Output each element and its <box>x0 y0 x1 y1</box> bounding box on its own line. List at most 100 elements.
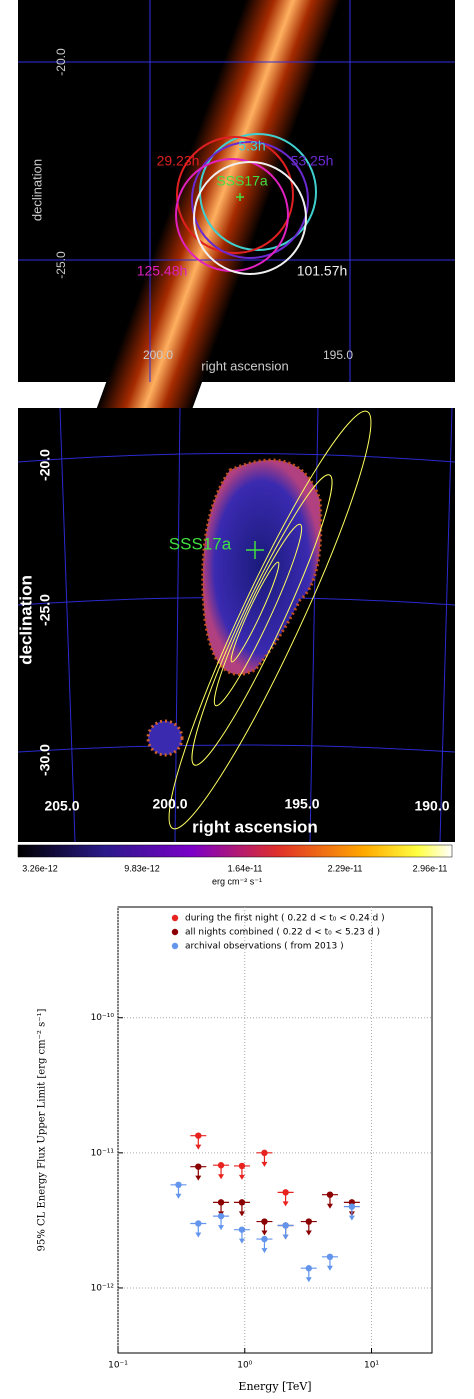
arrow-head <box>238 1174 245 1180</box>
point <box>217 1212 225 1220</box>
point <box>261 1149 268 1157</box>
pointing-circle <box>191 141 309 259</box>
point <box>348 1203 356 1210</box>
upper-limit-marker <box>213 1212 230 1231</box>
point <box>305 1218 312 1225</box>
ra-label: right ascension <box>201 358 288 373</box>
colorbar-tick-label: 3.26e-12 <box>22 863 58 873</box>
ra-tick-label: 205.0 <box>44 798 79 814</box>
upper-limit-marker <box>300 1265 317 1283</box>
legend-label: archival observations ( from 2013 ) <box>185 942 344 952</box>
upper-limit-marker <box>256 1149 273 1167</box>
legend-marker <box>171 928 179 936</box>
point <box>282 1189 289 1196</box>
point <box>305 1265 312 1272</box>
source-label: SSS17a <box>216 173 268 189</box>
point <box>326 1191 334 1198</box>
dec-tick-label: -25.0 <box>37 594 53 626</box>
point <box>195 1132 202 1139</box>
x-axis-label: Energy [TeV] <box>238 1380 311 1393</box>
y-tick-label: 10⁻¹⁰ <box>91 1013 115 1023</box>
sky-map-1: -20.0 -25.0 declination 200.0 195.0 righ… <box>18 0 455 454</box>
colorbar-tick-label: 1.64e-11 <box>228 863 263 873</box>
arrow-head <box>282 1234 289 1240</box>
arrow-head <box>326 1265 333 1271</box>
ra-tick-label: 195.0 <box>323 348 353 362</box>
source-marker <box>236 193 244 201</box>
arrow-head <box>218 1174 225 1180</box>
arrow-head <box>238 1211 245 1217</box>
colorbar-tick-label: 2.96e-11 <box>413 863 448 873</box>
arrow-head <box>195 1232 202 1238</box>
arrow-head <box>305 1277 312 1283</box>
point <box>195 1163 202 1170</box>
ra-tick-label: 200.0 <box>152 796 187 812</box>
upper-limit-marker <box>256 1218 273 1236</box>
upper-limit-marker <box>190 1220 207 1238</box>
x-tick-label: 10⁻¹ <box>108 1361 128 1371</box>
colorbar-unit: erg cm⁻² s⁻¹ <box>212 876 262 886</box>
upper-limit-marker <box>343 1203 360 1221</box>
y-tick-label: 10⁻¹¹ <box>91 1148 115 1158</box>
upper-limit-marker <box>190 1132 207 1150</box>
arrow-head <box>195 1175 202 1181</box>
dec-label: declination <box>29 159 44 221</box>
dec-tick-label: -20.0 <box>54 48 68 76</box>
y-tick-label: 10⁻¹² <box>91 1283 115 1293</box>
upper-limit-marker <box>300 1218 317 1236</box>
source-label: SSS17a <box>169 534 232 553</box>
y-axis-label: 95% CL Energy Flux Upper Limit [erg cm⁻²… <box>37 1008 48 1251</box>
upper-limit-marker <box>170 1181 187 1199</box>
legend-marker <box>171 914 179 922</box>
upper-limit-marker <box>277 1222 294 1240</box>
upper-limit-marker <box>321 1191 338 1209</box>
pointing-label: 125.48h <box>137 263 188 279</box>
upper-limit-marker <box>277 1189 294 1207</box>
point <box>238 1199 246 1206</box>
upper-limit-marker <box>190 1163 207 1181</box>
point <box>195 1220 202 1227</box>
point <box>326 1253 334 1261</box>
colorbar-tick-label: 9.83e-12 <box>124 863 160 873</box>
upper-limit-marker <box>233 1199 250 1217</box>
contours <box>168 410 372 830</box>
arrow-head <box>218 1225 225 1231</box>
ra-tick-label: 190.0 <box>414 798 449 814</box>
pointing-circle <box>176 136 294 254</box>
grid-line <box>59 407 453 843</box>
ra-tick-label: 195.0 <box>284 796 319 812</box>
dec-tick-label: -30.0 <box>37 744 53 776</box>
upper-limit-marker <box>233 1162 250 1180</box>
source-marker <box>246 541 264 559</box>
x-tick-label: 10⁰ <box>237 1361 252 1371</box>
upper-limit-marker <box>256 1235 273 1254</box>
sky-map-2: -20.0 -25.0 -30.0 declination 205.0 200.… <box>16 407 456 886</box>
upper-limit-marker <box>233 1226 250 1244</box>
dec-tick-label: -20.0 <box>37 449 53 481</box>
arrow-head <box>175 1193 182 1199</box>
arrow-head <box>282 1201 289 1207</box>
ra-label: right ascension <box>192 817 318 836</box>
arrow-head <box>261 1248 268 1254</box>
arrow-head <box>261 1230 268 1236</box>
dec-tick-label: -25.0 <box>54 251 68 279</box>
arrow-head <box>261 1161 268 1167</box>
point <box>238 1162 246 1170</box>
pointing-label: 53.25h <box>291 153 334 169</box>
arrow-head <box>238 1238 245 1244</box>
arrow-head <box>195 1144 202 1150</box>
pointing-label: 29.23h <box>157 153 200 169</box>
point <box>217 1199 225 1206</box>
ra-tick-label: 200.0 <box>143 348 173 362</box>
point <box>282 1222 289 1229</box>
upper-limit-marker <box>321 1253 338 1271</box>
legend-marker <box>171 942 179 950</box>
point <box>238 1226 246 1233</box>
arrow-head <box>326 1203 333 1209</box>
upper-limit-marker <box>213 1162 230 1180</box>
arrow-head <box>348 1215 355 1221</box>
legend-label: during the first night ( 0.22 d < t₀ < 0… <box>185 914 385 924</box>
colorbar-tick-label: 2.29e-11 <box>328 863 363 873</box>
pointing-label: 101.57h <box>297 263 348 279</box>
